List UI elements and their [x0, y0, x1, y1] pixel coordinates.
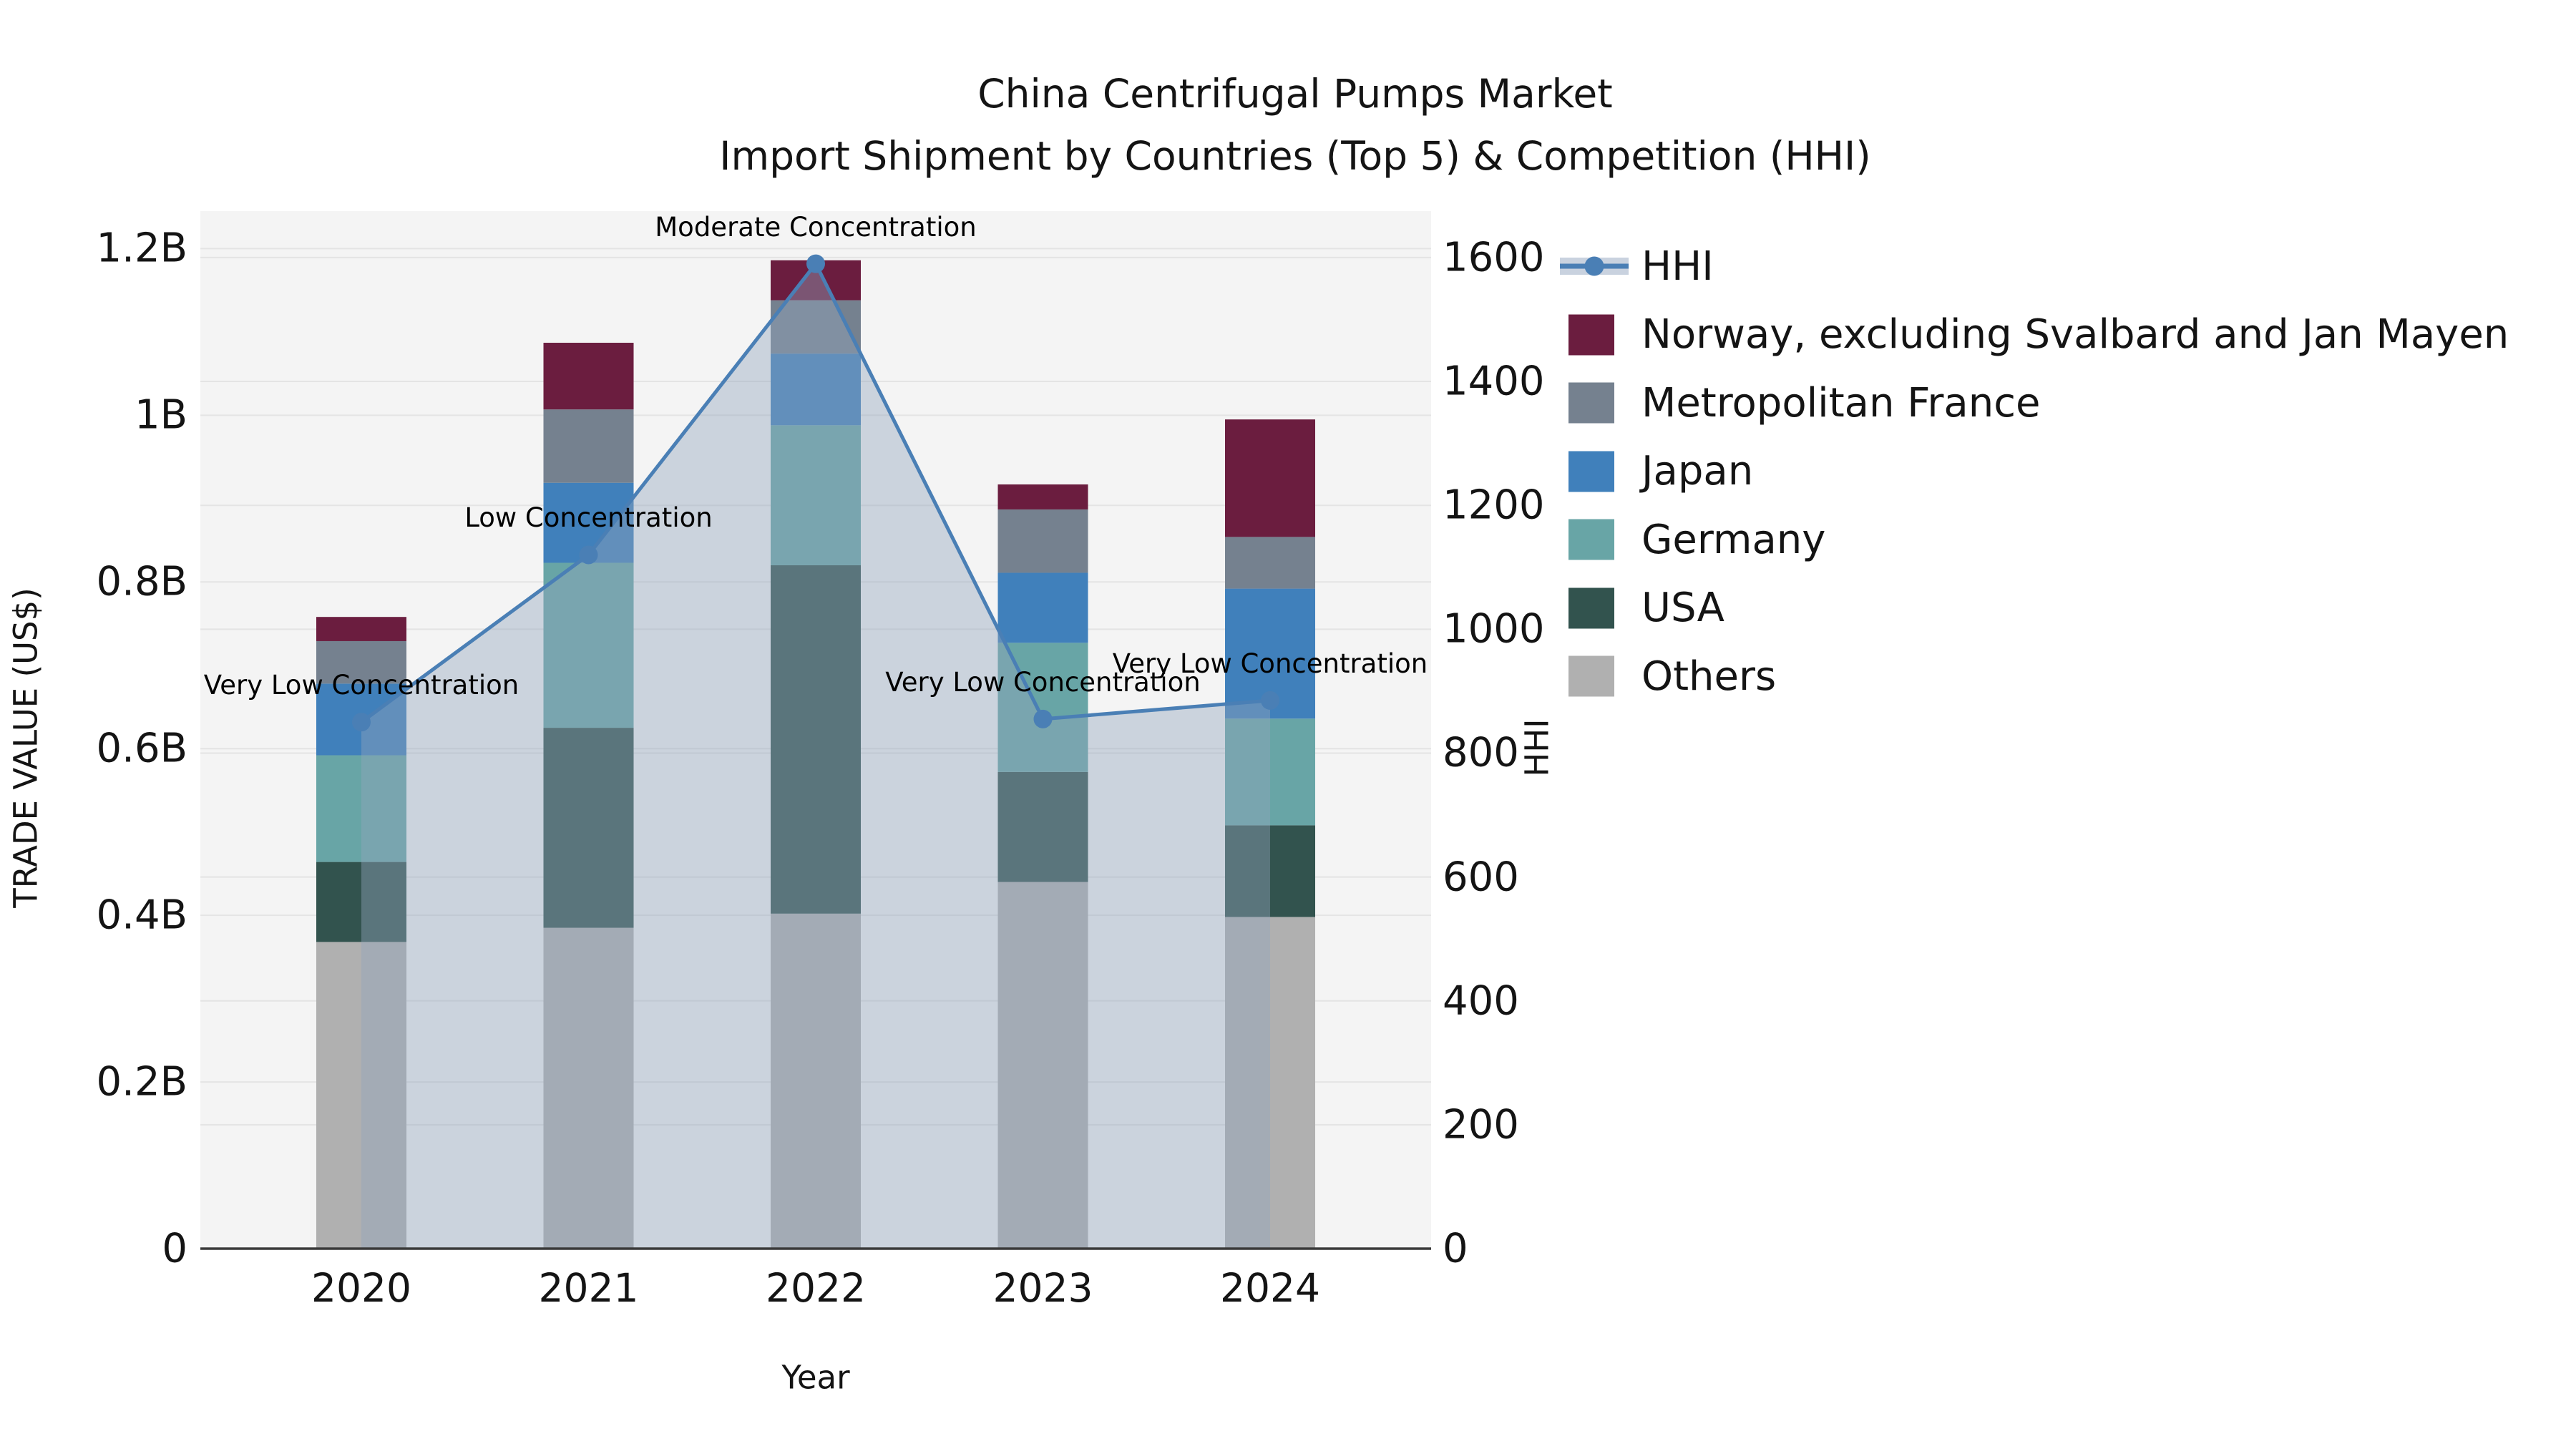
bar-segment-others-2024 — [1225, 917, 1315, 1249]
left-tick-0: 0 — [162, 1225, 187, 1272]
bar-segment-metropolitan-france-2020 — [316, 640, 406, 684]
legend-label-japan: Japan — [1641, 448, 1754, 494]
x-tick-2023: 2023 — [992, 1265, 1093, 1311]
legend-item-germany: Germany — [1560, 514, 1825, 565]
right-tick-400: 400 — [1443, 977, 1519, 1025]
bar-segment-usa-2021 — [543, 728, 634, 928]
norway-color-swatch — [1568, 314, 1614, 355]
y-axis-label-left: TRADE VALUE (US$) — [6, 587, 45, 908]
legend-item-others: Others — [1560, 651, 1776, 701]
left-tick-0.4B: 0.4B — [96, 892, 187, 939]
germany-swatch-icon — [1560, 514, 1631, 565]
right-tick-600: 600 — [1443, 854, 1519, 901]
bar-segment-usa-2022 — [771, 565, 861, 914]
bar-segment-metropolitan-france-2023 — [997, 509, 1088, 573]
bar-segment-germany-2022 — [771, 425, 861, 565]
others-swatch-icon — [1560, 651, 1631, 701]
hhi-marker-2020 — [352, 713, 371, 732]
bar-segment-germany-2020 — [316, 755, 406, 862]
bar-segment-norway-excluding-svalbard-and-jan-mayen-2020 — [316, 617, 406, 641]
legend-label-france: Metropolitan France — [1641, 379, 2041, 426]
legend-label-germany: Germany — [1641, 516, 1826, 563]
bar-segment-germany-2021 — [543, 562, 634, 728]
right-tick-1000: 1000 — [1443, 605, 1545, 653]
japan-color-swatch — [1568, 451, 1614, 492]
hhi-marker-2024 — [1261, 691, 1279, 710]
x-axis-label: Year — [781, 1358, 850, 1397]
chart-title-line1: China Centrifugal Pumps Market — [977, 71, 1613, 117]
legend-item-japan: Japan — [1560, 447, 1753, 497]
right-tick-200: 200 — [1443, 1101, 1519, 1148]
bar-segment-germany-2024 — [1225, 718, 1315, 826]
right-tick-0: 0 — [1443, 1225, 1468, 1272]
hhi-area-fill — [361, 263, 1270, 1249]
right-tick-1200: 1200 — [1443, 482, 1545, 529]
legend-label-usa: USA — [1641, 585, 1724, 631]
x-tick-2022: 2022 — [766, 1265, 866, 1311]
bar-segment-norway-excluding-svalbard-and-jan-mayen-2024 — [1225, 419, 1315, 537]
hhi-marker-2021 — [579, 545, 598, 565]
norway-swatch-icon — [1560, 310, 1631, 360]
legend-label-hhi: HHI — [1641, 243, 1714, 290]
legend-label-others: Others — [1641, 653, 1777, 700]
legend-label-norway: Norway, excluding Svalbard and Jan Mayen — [1641, 311, 2509, 358]
left-tick-1B: 1B — [134, 391, 187, 439]
japan-swatch-icon — [1560, 447, 1631, 497]
bar-segment-norway-excluding-svalbard-and-jan-mayen-2023 — [997, 484, 1088, 509]
annotation-2023: Very Low Concentration — [885, 666, 1201, 698]
bar-segment-metropolitan-france-2021 — [543, 409, 634, 483]
legend-item-hhi: HHI — [1560, 241, 1714, 291]
hhi-marker-2023 — [1033, 709, 1053, 728]
france-swatch-icon — [1560, 378, 1631, 428]
bar-segment-others-2023 — [997, 882, 1088, 1249]
france-color-swatch — [1568, 382, 1614, 424]
hhi-line-icon — [1560, 241, 1631, 291]
right-tick-1600: 1600 — [1443, 234, 1545, 281]
x-tick-2021: 2021 — [538, 1265, 639, 1311]
annotation-2024: Very Low Concentration — [1112, 648, 1428, 679]
legend-item-france: Metropolitan France — [1560, 378, 2040, 428]
left-tick-1.2B: 1.2B — [96, 225, 187, 272]
left-tick-0.8B: 0.8B — [96, 558, 187, 605]
bar-segment-metropolitan-france-2024 — [1225, 537, 1315, 589]
bar-segment-others-2021 — [543, 927, 634, 1249]
others-color-swatch — [1568, 655, 1614, 697]
annotation-2021: Low Concentration — [464, 502, 713, 534]
hhi-marker-2022 — [806, 254, 825, 273]
right-tick-800: 800 — [1443, 729, 1519, 776]
annotation-2022: Moderate Concentration — [655, 211, 977, 243]
annotation-2020: Very Low Concentration — [203, 670, 519, 701]
bar-segment-others-2022 — [771, 913, 861, 1249]
right-tick-1400: 1400 — [1443, 358, 1545, 405]
bar-segment-germany-2023 — [997, 643, 1088, 772]
hhi-marker-icon — [1584, 256, 1604, 276]
left-tick-0.2B: 0.2B — [96, 1058, 187, 1106]
bar-segment-norway-excluding-svalbard-and-jan-mayen-2021 — [543, 343, 634, 410]
bar-segment-others-2020 — [316, 942, 406, 1249]
bar-segment-usa-2020 — [316, 862, 406, 942]
x-tick-2020: 2020 — [311, 1265, 411, 1311]
legend-item-usa: USA — [1560, 583, 1724, 633]
x-tick-2024: 2024 — [1220, 1265, 1320, 1311]
chart-title-line2: Import Shipment by Countries (Top 5) & C… — [719, 133, 1871, 179]
y-axis-label-right: HHI — [1518, 718, 1556, 777]
bar-segment-japan-2023 — [997, 572, 1088, 643]
germany-color-swatch — [1568, 519, 1614, 560]
usa-swatch-icon — [1560, 583, 1631, 633]
left-tick-0.6B: 0.6B — [96, 725, 187, 772]
legend-item-norway: Norway, excluding Svalbard and Jan Mayen — [1560, 310, 2509, 360]
bar-segment-usa-2024 — [1225, 825, 1315, 917]
usa-color-swatch — [1568, 587, 1614, 628]
bar-segment-japan-2022 — [771, 353, 861, 426]
bar-segment-usa-2023 — [997, 771, 1088, 882]
